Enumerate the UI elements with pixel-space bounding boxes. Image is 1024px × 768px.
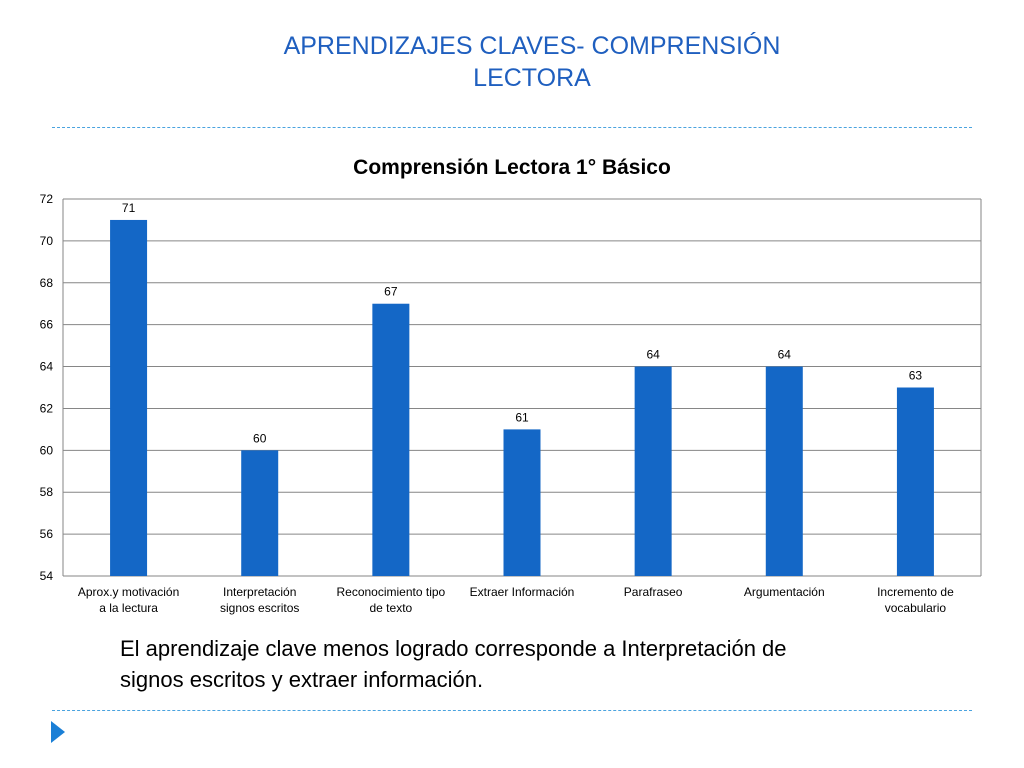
y-tick-label: 72: [40, 192, 54, 206]
y-tick-label: 68: [40, 276, 54, 290]
x-tick-label: Reconocimiento tipo: [336, 585, 445, 599]
y-tick-label: 56: [40, 527, 54, 541]
summary-note-line1: El aprendizaje clave menos logrado corre…: [120, 636, 787, 661]
chart-title: Comprensión Lectora 1° Básico: [353, 156, 671, 179]
data-label: 63: [909, 369, 923, 383]
x-tick-label: signos escritos: [220, 601, 299, 615]
y-tick-label: 70: [40, 234, 54, 248]
x-tick-label: Incremento de: [877, 585, 954, 599]
bar: [372, 303, 410, 576]
bar-chart: 54 56 58 60 62 64 66 68 70 72 71 Aprox.y motivación…: [40, 192, 982, 615]
y-tick-label: 62: [40, 401, 54, 415]
data-label: 71: [122, 201, 136, 215]
bottom-divider: [52, 710, 972, 711]
x-tick-label: Interpretación: [223, 585, 296, 599]
x-tick-label: Argumentación: [744, 585, 825, 599]
y-tick-label: 60: [40, 443, 54, 457]
summary-note: El aprendizaje clave menos logrado corre…: [120, 633, 920, 695]
y-tick-label: 64: [40, 360, 54, 374]
bar: [503, 429, 541, 576]
summary-note-line2: signos escritos y extraer información.: [120, 667, 484, 692]
data-label: 61: [515, 410, 529, 424]
data-label: 64: [778, 348, 792, 362]
slide-title-line2: LECTORA: [473, 64, 591, 92]
bar: [896, 387, 934, 576]
x-tick-label: de texto: [370, 601, 413, 615]
x-tick-label: a la lectura: [99, 601, 158, 615]
bar: [634, 366, 672, 576]
data-label: 60: [253, 431, 267, 445]
x-tick-label: Parafraseo: [624, 585, 683, 599]
data-label: 67: [384, 285, 398, 299]
bar: [241, 450, 279, 576]
slide-title: APRENDIZAJES CLAVES- COMPRENSIÓN LECTORA: [200, 30, 864, 94]
data-label: 64: [646, 348, 660, 362]
bar: [110, 219, 148, 576]
y-tick-label: 58: [40, 485, 54, 499]
top-divider: [52, 127, 972, 128]
play-triangle-icon: [51, 721, 65, 743]
x-tick-label: Extraer Información: [470, 585, 575, 599]
y-tick-label: 54: [40, 569, 54, 583]
bar: [765, 366, 803, 576]
x-tick-label: Aprox.y motivación: [78, 585, 179, 599]
y-tick-label: 66: [40, 318, 54, 332]
x-tick-label: vocabulario: [885, 601, 947, 615]
slide-title-line1: APRENDIZAJES CLAVES- COMPRENSIÓN: [283, 32, 781, 60]
